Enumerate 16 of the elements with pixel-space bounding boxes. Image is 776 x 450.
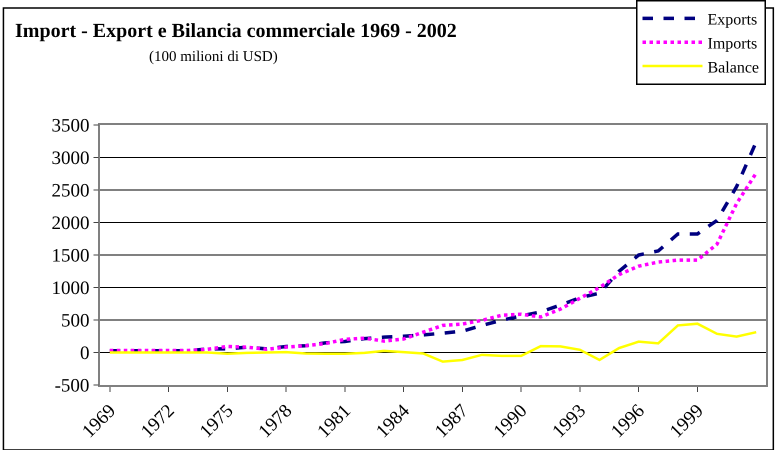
y-tick-label: 1500	[51, 246, 90, 267]
legend-label: Exports	[708, 12, 758, 29]
y-tick-label: 3000	[51, 148, 90, 170]
chart-title: Import - Export e Bilancia commerciale 1969 - 2002	[15, 20, 457, 42]
legend-label: Balance	[708, 59, 760, 76]
chart-subtitle: (100 milioni di USD)	[149, 49, 278, 65]
legend-label: Imports	[708, 35, 758, 52]
y-tick-label: 2500	[51, 180, 90, 202]
y-tick-label: 500	[60, 310, 90, 332]
y-tick-label: 1000	[51, 278, 90, 300]
x-tick-label: 1981	[313, 400, 356, 442]
line-series	[108, 322, 758, 363]
y-tick-label: 2000	[51, 213, 90, 234]
y-tick-label: 3500	[51, 116, 90, 137]
y-tick-label: -500	[54, 376, 90, 397]
y-tick-label: 0	[80, 343, 90, 364]
